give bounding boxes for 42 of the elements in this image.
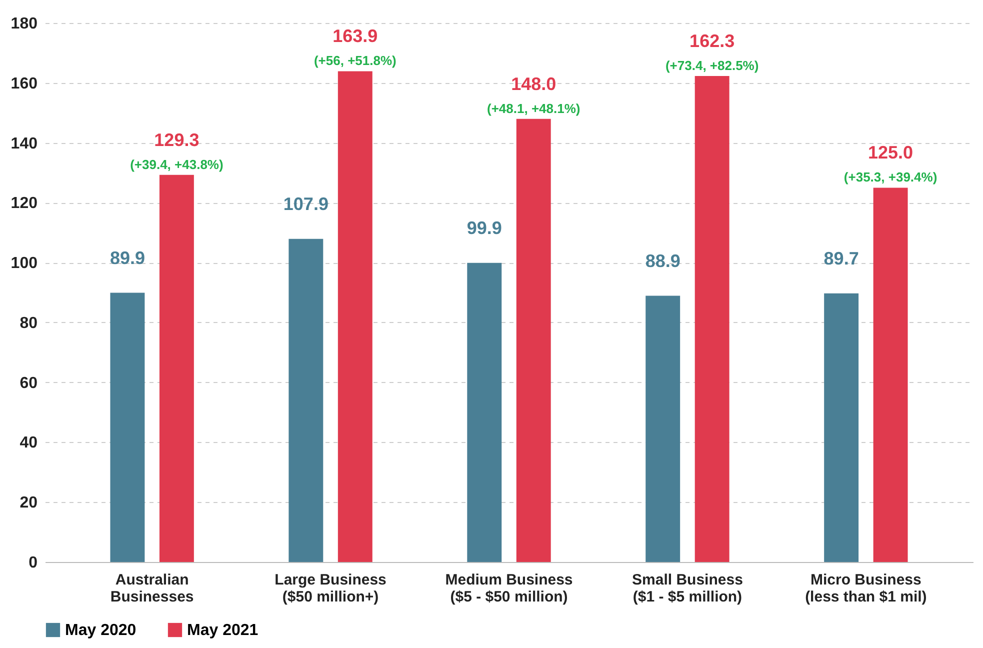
y-tick-label: 100 bbox=[10, 255, 38, 272]
text: 129.3 bbox=[154, 130, 200, 150]
legend-label: May 2020 bbox=[65, 622, 136, 639]
y-tick-label: 40 bbox=[20, 434, 38, 452]
text: 163.9 bbox=[332, 26, 378, 46]
annotation: (+56, +51.8%) bbox=[314, 53, 396, 68]
bar bbox=[288, 238, 324, 562]
text: 88.9 bbox=[645, 250, 680, 271]
x-tick-label: Australian Businesses bbox=[110, 572, 194, 606]
bar bbox=[467, 262, 502, 562]
y-tick-label: 140 bbox=[10, 135, 38, 152]
text: 89.7 bbox=[824, 248, 859, 268]
text: 148.0 bbox=[511, 74, 556, 94]
bar bbox=[694, 76, 730, 562]
x-tick-label: Small Business ($1 - $5 million) bbox=[632, 572, 743, 606]
bar bbox=[646, 296, 680, 562]
y-tick-label: 20 bbox=[20, 494, 38, 512]
y-tick-label: 120 bbox=[10, 195, 38, 212]
bar bbox=[159, 174, 194, 562]
bar bbox=[824, 293, 859, 562]
y-tick-label: 60 bbox=[20, 374, 38, 392]
y-tick-label: 0 bbox=[28, 554, 38, 572]
y-tick-label: 80 bbox=[20, 314, 38, 332]
text: 107.9 bbox=[283, 194, 328, 214]
annotation: (+73.4, +82.5%) bbox=[665, 58, 759, 73]
text: 162.3 bbox=[690, 31, 735, 51]
bar bbox=[338, 71, 372, 562]
x-tick-label: Micro Business (less than $1 mil) bbox=[805, 572, 927, 606]
bar bbox=[516, 118, 551, 562]
text: 99.9 bbox=[466, 218, 502, 238]
y-tick-label: 160 bbox=[10, 75, 38, 92]
annotation: (+39.4, +43.8%) bbox=[130, 156, 224, 172]
annotation: (+48.1, +48.1%) bbox=[487, 100, 580, 116]
bar bbox=[110, 292, 145, 562]
x-tick-label: Large Business ($50 million+) bbox=[274, 572, 386, 606]
bar bbox=[873, 188, 908, 562]
text: 89.9 bbox=[110, 248, 145, 268]
x-tick-label: Medium Business ($5 - $50 million) bbox=[445, 572, 573, 606]
annotation: (+35.3, +39.4%) bbox=[844, 170, 938, 185]
text: 125.0 bbox=[868, 142, 914, 163]
y-tick-label: 180 bbox=[10, 16, 38, 32]
legend-label: May 2021 bbox=[187, 622, 258, 639]
